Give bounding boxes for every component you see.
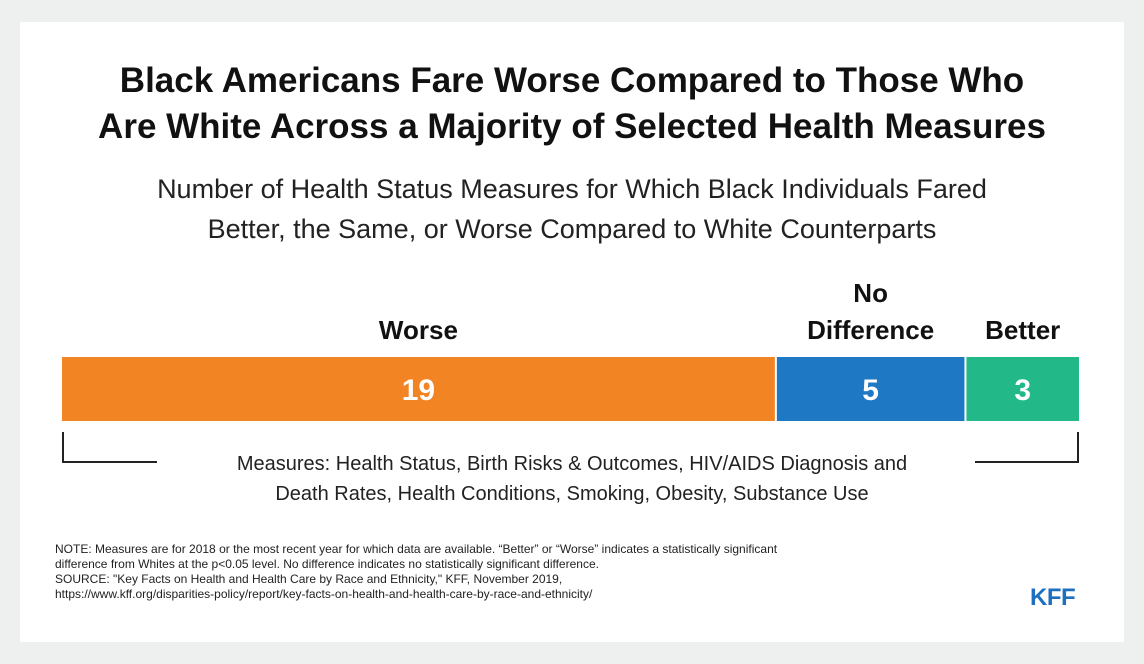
bar-segment-better: [966, 357, 1079, 421]
chart-title-line-1: Black Americans Fare Worse Compared to T…: [119, 61, 1025, 100]
measures-caption: Measures: Health Status, Birth Risks & O…: [20, 449, 1124, 509]
bar-segment-no-difference: [776, 357, 965, 421]
measures-caption-line-1: Measures: Health Status, Birth Risks & O…: [236, 453, 908, 475]
category-label-no-difference-line-1: No: [853, 278, 888, 308]
value-label-no-difference: 5: [862, 374, 879, 407]
chart-title: Black Americans Fare Worse Compared to T…: [20, 58, 1124, 150]
chart-subtitle-line-2: Better, the Same, or Worse Compared to W…: [207, 214, 937, 244]
source-url: https://www.kff.org/disparities-policy/r…: [55, 587, 593, 601]
source-line-1: SOURCE: "Key Facts on Health and Health …: [55, 572, 563, 586]
chart-title-line-2: Are White Across a Majority of Selected …: [98, 107, 1046, 146]
category-label-no-difference-line-2: Difference: [807, 315, 934, 345]
chart-subtitle-line-1: Number of Health Status Measures for Whi…: [157, 174, 987, 204]
category-label-better: Better: [985, 315, 1060, 345]
bracket-left-tick: [62, 432, 64, 462]
value-label-worse: 19: [402, 374, 435, 407]
chart-subtitle: Number of Health Status Measures for Whi…: [20, 169, 1124, 249]
chart-card: Black Americans Fare Worse Compared to T…: [20, 22, 1124, 642]
value-label-better: 3: [1014, 374, 1031, 407]
kff-logo: KFF: [1030, 584, 1076, 611]
category-label-worse: Worse: [379, 315, 458, 345]
stacked-bar-chart: 19 Worse 5 No Difference 3 Better: [62, 278, 1079, 421]
note-line-1: NOTE: Measures are for 2018 or the most …: [55, 542, 778, 556]
note-line-2: difference from Whites at the p<0.05 lev…: [55, 557, 599, 571]
bar-segment-worse: [62, 357, 775, 421]
bracket-right-tick: [1077, 432, 1079, 462]
notes-source: NOTE: Measures are for 2018 or the most …: [55, 542, 1015, 602]
measures-caption-line-2: Death Rates, Health Conditions, Smoking,…: [275, 483, 869, 505]
bracket-right-line: [975, 461, 1079, 463]
bracket-left-line: [62, 461, 157, 463]
